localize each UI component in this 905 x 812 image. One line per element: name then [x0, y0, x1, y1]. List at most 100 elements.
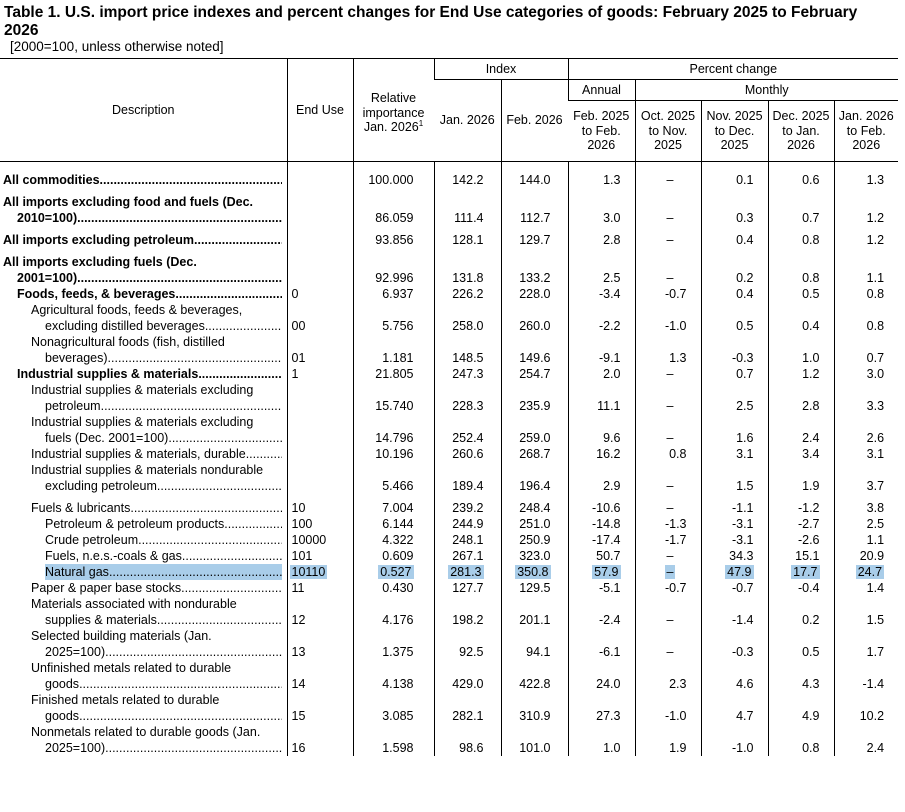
index-feb-value: 129.7 [500, 226, 568, 248]
end-use-code: 10 [286, 494, 353, 516]
index-jan-value-text: 142.2 [452, 173, 484, 187]
row-description: Unfinished metals related to durable good… [0, 660, 287, 692]
jan-feb-change-value: 3.3 [833, 382, 899, 414]
end-use-code-text: 14 [291, 677, 306, 691]
relative-importance-value-text: 0.527 [378, 565, 414, 579]
dec-jan-change-value: 1.2 [767, 366, 834, 382]
oct-nov-change-value-text: – [666, 501, 674, 515]
annual-period-header: Feb. 2025 to Feb. 2026 [568, 100, 635, 162]
dec-jan-change-value: -0.4 [767, 580, 834, 596]
table-row: Crude petroleum 10000 4.322 248.1 250.9 -17.4… [0, 532, 899, 548]
row-description: All imports excluding fuels (Dec. 2001=10… [0, 248, 287, 286]
nov-dec-header: Nov. 2025 to Dec. 2025 [700, 100, 768, 162]
jan-feb-header: Jan. 2026 to Feb. 2026 [833, 100, 899, 162]
row-description: All commodities [0, 172, 287, 188]
oct-nov-change-value: -0.7 [634, 286, 701, 302]
annual-change-value: 50.7 [567, 548, 635, 564]
oct-nov-change-value: – [634, 414, 701, 446]
description-line-1: Industrial supplies & materials excludin… [31, 415, 254, 429]
jan-feb-change-value: 1.2 [833, 226, 899, 248]
index-feb-value: 310.9 [500, 692, 568, 724]
jan-feb-change-value: 0.7 [833, 334, 899, 366]
index-feb-value: 228.0 [500, 286, 568, 302]
jan-feb-change-value: 20.9 [833, 548, 899, 564]
monthly-header: Monthly [634, 79, 899, 101]
jan-feb-change-value: 10.2 [833, 692, 899, 724]
relative-importance-value-text: 14.796 [375, 431, 414, 445]
end-use-code: 16 [286, 724, 353, 756]
row-description: Fuels & lubricants [0, 494, 287, 516]
end-use-code-text: 100 [291, 517, 313, 531]
annual-change-value: 11.1 [567, 382, 635, 414]
relative-importance-value: 92.996 [352, 248, 434, 286]
index-feb-value: 112.7 [500, 188, 568, 226]
oct-nov-change-value-text: 0.8 [669, 447, 687, 461]
jan-feb-change-value: 3.7 [833, 462, 899, 494]
end-use-code [286, 446, 353, 462]
jan-feb-change-value-text: 1.2 [866, 211, 885, 225]
end-use-code [286, 248, 353, 286]
index-feb-value-text: 228.0 [519, 287, 551, 301]
description-line-2: petroleum [45, 399, 101, 413]
annual-change-value: 24.0 [567, 660, 635, 692]
nov-dec-change-value-text: 4.7 [736, 709, 754, 723]
annual-change-value-text: 24.0 [596, 677, 621, 691]
jan-feb-change-value: 1.1 [833, 248, 899, 286]
table-row: Unfinished metals related to durable good… [0, 660, 899, 692]
row-description: Selected building materials (Jan. 2025=10… [0, 628, 287, 660]
index-jan-value: 239.2 [433, 494, 501, 516]
relative-importance-value: 7.004 [352, 494, 434, 516]
index-feb-value: 235.9 [500, 382, 568, 414]
oct-nov-change-value-text: 1.3 [669, 351, 687, 365]
annual-change-value: -17.4 [567, 532, 635, 548]
jan-feb-change-value-text: 10.2 [859, 709, 885, 723]
annual-change-value-text: 3.0 [603, 211, 621, 225]
description-line-2: goods [45, 709, 80, 723]
relative-importance-value-text: 92.996 [375, 271, 414, 285]
leader-dots [79, 676, 281, 692]
relative-importance-value: 4.322 [352, 532, 434, 548]
jan-feb-change-value-text: 2.4 [866, 741, 885, 755]
table-row: Industrial supplies & materials, durable… [0, 446, 899, 462]
relative-importance-value: 14.796 [352, 414, 434, 446]
index-feb-value-text: 201.1 [519, 613, 551, 627]
row-description: Industrial supplies & materials [0, 366, 287, 382]
annual-change-value-text: 57.9 [592, 565, 621, 579]
relative-importance-header: Relative importance Jan. 20261 [352, 58, 434, 162]
index-jan-value-text: 98.6 [459, 741, 484, 755]
oct-nov-change-value: 1.9 [634, 724, 701, 756]
index-group-header: Index [433, 58, 568, 80]
leader-dots [101, 398, 282, 414]
nov-dec-change-value-text: -0.7 [731, 581, 754, 595]
dec-jan-change-value-text: 1.9 [802, 479, 820, 493]
leader-dots [198, 366, 281, 382]
annual-change-value-text: 2.9 [603, 479, 621, 493]
leader-dots [168, 430, 281, 446]
index-feb-value-text: 251.0 [519, 517, 551, 531]
nov-dec-change-value-text: 0.7 [736, 367, 754, 381]
row-description: Foods, feeds, & beverages [0, 286, 287, 302]
index-jan-value-text: 189.4 [452, 479, 484, 493]
description-line-2: excluding distilled beverages [45, 319, 205, 333]
annual-change-value: -10.6 [567, 494, 635, 516]
index-feb-value-text: 350.8 [515, 565, 551, 579]
relative-importance-value-text: 100.000 [368, 173, 414, 187]
row-description: All imports excluding petroleum [0, 226, 287, 248]
index-feb-value: 133.2 [500, 248, 568, 286]
leader-dots [205, 318, 282, 334]
index-jan-value-text: 226.2 [452, 287, 484, 301]
end-use-code: 11 [286, 580, 353, 596]
end-use-code: 01 [286, 334, 353, 366]
index-jan-value: 429.0 [433, 660, 501, 692]
description-line-1: Nonmetals related to durable goods (Jan. [31, 725, 261, 739]
dec-jan-header: Dec. 2025 to Jan. 2026 [767, 100, 834, 162]
dec-jan-change-value-text: 0.2 [802, 613, 820, 627]
table-row: Paper & paper base stocks 11 0.430 127.7 129… [0, 580, 899, 596]
table-row: Petroleum & petroleum products 100 6.144 24… [0, 516, 899, 532]
nov-dec-change-value: -1.4 [700, 596, 768, 628]
oct-nov-change-value-text: -1.0 [664, 319, 687, 333]
index-feb-value: 144.0 [500, 172, 568, 188]
jan-feb-change-value-text: -1.4 [862, 677, 885, 691]
nov-dec-change-value: 2.5 [700, 382, 768, 414]
row-description: Industrial supplies & materials excludin… [0, 414, 287, 446]
